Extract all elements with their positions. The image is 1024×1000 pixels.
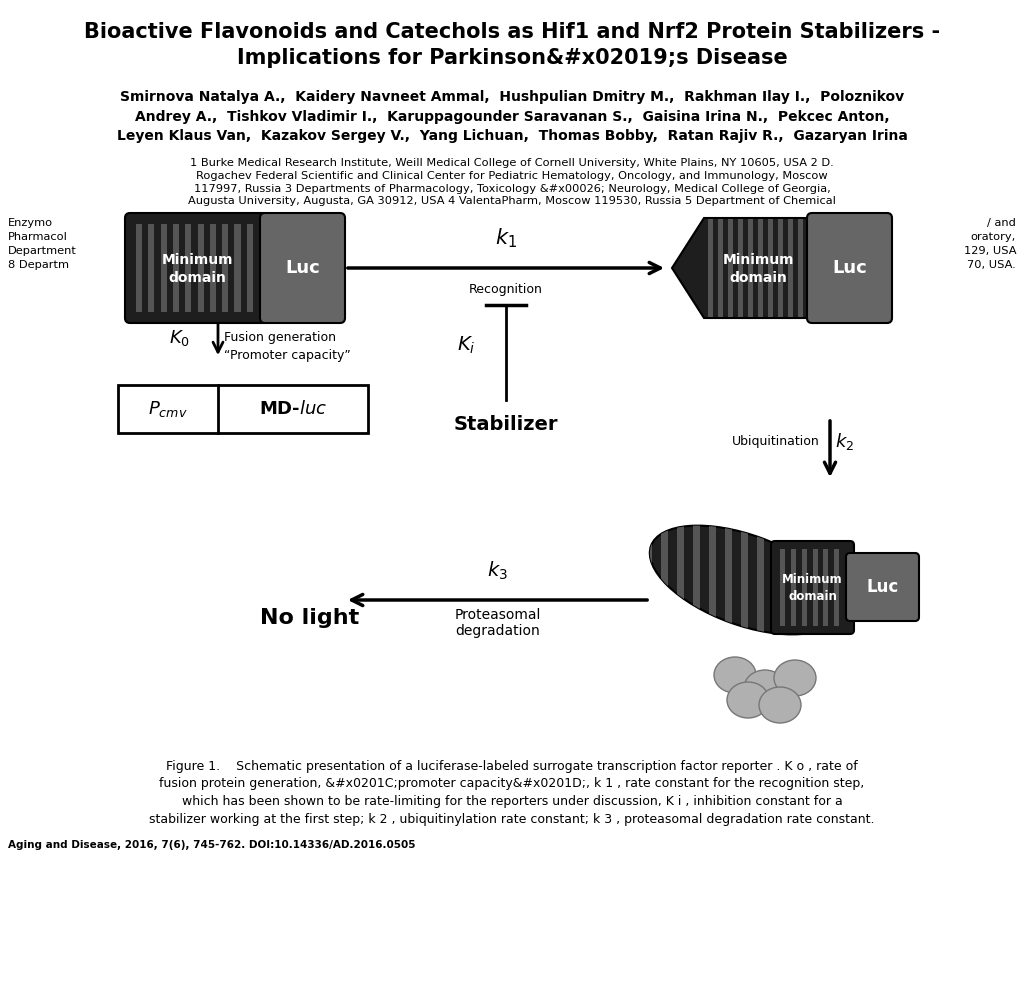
- Text: Luc: Luc: [285, 259, 319, 277]
- Polygon shape: [805, 510, 812, 650]
- Polygon shape: [773, 510, 780, 650]
- Polygon shape: [645, 510, 652, 650]
- Polygon shape: [234, 224, 241, 312]
- Polygon shape: [798, 219, 803, 317]
- Polygon shape: [757, 510, 764, 650]
- Text: Luc: Luc: [866, 578, 899, 596]
- Ellipse shape: [650, 526, 841, 634]
- Polygon shape: [709, 510, 716, 650]
- Polygon shape: [708, 219, 713, 317]
- FancyBboxPatch shape: [771, 541, 854, 634]
- Polygon shape: [247, 224, 253, 312]
- Text: Recognition: Recognition: [469, 283, 543, 296]
- Polygon shape: [161, 224, 167, 312]
- FancyBboxPatch shape: [260, 213, 345, 323]
- Polygon shape: [672, 218, 812, 318]
- Polygon shape: [790, 510, 796, 650]
- FancyBboxPatch shape: [807, 213, 892, 323]
- Polygon shape: [173, 224, 179, 312]
- FancyBboxPatch shape: [125, 213, 270, 323]
- Text: Figure 1.    Schematic presentation of a luciferase-labeled surrogate transcript: Figure 1. Schematic presentation of a lu…: [150, 760, 874, 826]
- Polygon shape: [835, 549, 839, 626]
- Polygon shape: [748, 219, 753, 317]
- Ellipse shape: [727, 682, 769, 718]
- Text: degradation: degradation: [455, 624, 540, 638]
- Text: $k_2$: $k_2$: [835, 430, 854, 452]
- Ellipse shape: [744, 670, 786, 706]
- Text: Bioactive Flavonoids and Catechols as Hif1 and Nrf2 Protein Stabilizers -: Bioactive Flavonoids and Catechols as Hi…: [84, 22, 940, 42]
- Polygon shape: [778, 219, 782, 317]
- Polygon shape: [662, 510, 668, 650]
- Ellipse shape: [774, 660, 816, 696]
- FancyBboxPatch shape: [846, 553, 919, 621]
- Polygon shape: [821, 510, 828, 650]
- Text: domain: domain: [169, 271, 226, 285]
- Polygon shape: [741, 510, 748, 650]
- Text: 1 Burke Medical Research Institute, Weill Medical College of Cornell University,: 1 Burke Medical Research Institute, Weil…: [188, 158, 836, 206]
- Text: $K_i$: $K_i$: [458, 334, 476, 356]
- Text: Ubiquitination: Ubiquitination: [732, 434, 820, 448]
- Polygon shape: [222, 224, 228, 312]
- Polygon shape: [728, 219, 732, 317]
- Polygon shape: [758, 219, 763, 317]
- Ellipse shape: [714, 657, 756, 693]
- Polygon shape: [768, 219, 772, 317]
- Polygon shape: [210, 224, 216, 312]
- Text: Aging and Disease, 2016, 7(6), 745-762. DOI:10.14336/AD.2016.0505: Aging and Disease, 2016, 7(6), 745-762. …: [8, 840, 416, 850]
- Text: No light: No light: [260, 608, 359, 628]
- Polygon shape: [198, 224, 204, 312]
- Polygon shape: [677, 510, 684, 650]
- Text: $K_0$: $K_0$: [169, 328, 190, 348]
- Text: Smirnova Natalya A.,  Kaidery Navneet Ammal,  Hushpulian Dmitry M.,  Rakhman Ila: Smirnova Natalya A., Kaidery Navneet Amm…: [117, 90, 907, 143]
- Polygon shape: [780, 549, 785, 626]
- Text: $P_{cmv}$: $P_{cmv}$: [148, 399, 187, 419]
- Polygon shape: [185, 224, 191, 312]
- Polygon shape: [823, 549, 828, 626]
- Polygon shape: [812, 549, 817, 626]
- Polygon shape: [802, 549, 807, 626]
- Text: Enzymo
Pharmacol
Department
8 Departm: Enzymo Pharmacol Department 8 Departm: [8, 218, 77, 270]
- Text: Minimum: Minimum: [722, 253, 794, 267]
- Polygon shape: [791, 549, 796, 626]
- Polygon shape: [725, 510, 732, 650]
- Polygon shape: [718, 219, 723, 317]
- Text: Minimum: Minimum: [782, 573, 843, 586]
- Text: domain: domain: [729, 271, 786, 285]
- Polygon shape: [148, 224, 155, 312]
- Text: $k_3$: $k_3$: [487, 560, 508, 582]
- Text: Luc: Luc: [833, 259, 867, 277]
- Polygon shape: [693, 510, 700, 650]
- Text: / and
oratory,
129, USA
70, USA.: / and oratory, 129, USA 70, USA.: [964, 218, 1016, 270]
- Polygon shape: [788, 219, 793, 317]
- Polygon shape: [738, 219, 742, 317]
- Text: “Promoter capacity”: “Promoter capacity”: [224, 349, 351, 361]
- Ellipse shape: [759, 687, 801, 723]
- Text: Stabilizer: Stabilizer: [454, 415, 558, 434]
- Text: Proteasomal: Proteasomal: [455, 608, 541, 622]
- Bar: [118, 385, 368, 433]
- Text: Implications for Parkinson&#x02019;s Disease: Implications for Parkinson&#x02019;s Dis…: [237, 48, 787, 68]
- Text: Minimum: Minimum: [162, 253, 233, 267]
- Polygon shape: [136, 224, 142, 312]
- Text: MD-$\it{luc}$: MD-$\it{luc}$: [259, 400, 328, 418]
- Text: $k_1$: $k_1$: [495, 226, 517, 250]
- Text: Fusion generation: Fusion generation: [224, 332, 336, 344]
- Text: domain: domain: [788, 590, 837, 603]
